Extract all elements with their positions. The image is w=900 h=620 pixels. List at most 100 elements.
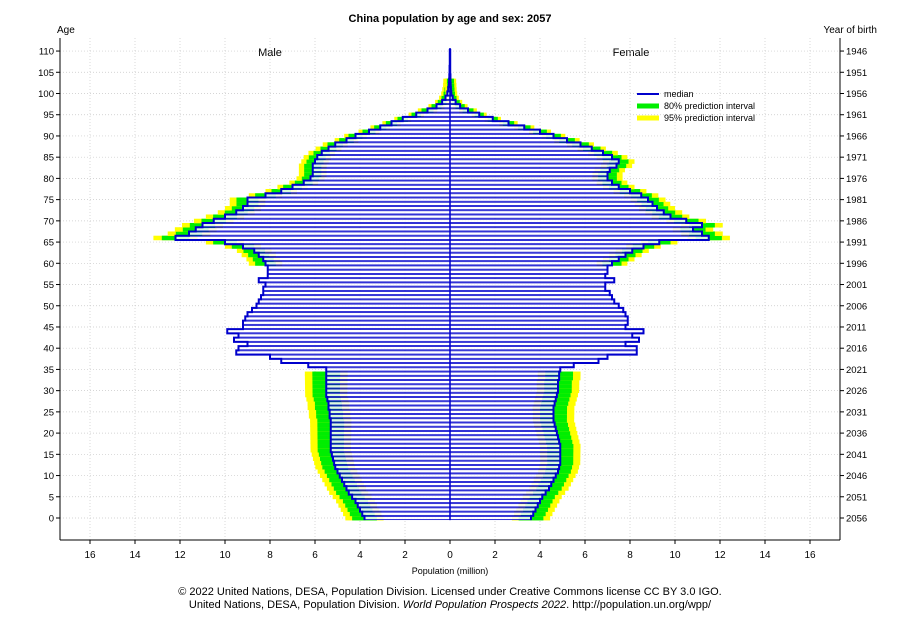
male-median-bar — [325, 367, 451, 372]
male-median-bar — [262, 257, 451, 262]
birth-year-tick-label: 1951 — [846, 68, 867, 79]
male-median-bar — [233, 337, 451, 342]
male-median-bar — [269, 354, 451, 359]
female-median-bar — [449, 133, 554, 138]
x-tick-label: 2 — [402, 550, 408, 561]
female-median-bar — [449, 316, 629, 321]
male-median-bar — [346, 138, 451, 143]
male-median-bar — [330, 435, 451, 440]
age-axis-label: Age — [57, 25, 75, 36]
age-tick-label: 30 — [43, 386, 54, 397]
x-tick-label: 16 — [804, 550, 816, 561]
female-median-bar — [449, 257, 620, 262]
male-median-bar — [256, 303, 451, 308]
female-median-bar — [449, 448, 561, 453]
male-median-bar — [292, 184, 451, 189]
x-tick-label: 10 — [219, 550, 231, 561]
age-tick-label: 35 — [43, 365, 54, 376]
male-median-bar — [330, 431, 451, 436]
female-median-bar — [449, 180, 613, 185]
x-tick-label: 8 — [267, 550, 273, 561]
female-median-bar — [449, 150, 604, 155]
male-median-bar — [244, 316, 451, 321]
birth-year-tick-label: 2026 — [846, 386, 867, 397]
male-median-bar — [330, 448, 451, 453]
male-median-bar — [267, 265, 451, 270]
male-median-bar — [332, 456, 451, 461]
male-median-bar — [242, 324, 451, 329]
x-tick-label: 6 — [312, 550, 318, 561]
x-tick-label: 8 — [627, 550, 633, 561]
male-median-bar — [361, 511, 451, 516]
male-median-bar — [330, 443, 451, 448]
male-median-bar — [355, 498, 451, 504]
birth-year-tick-label: 2046 — [846, 471, 867, 482]
female-median-bar — [449, 252, 626, 257]
male-median-bar — [339, 473, 451, 478]
male-median-bar — [247, 201, 451, 206]
male-median-bar — [326, 397, 451, 402]
median-bar-layer — [174, 48, 710, 521]
birth-year-tick-label: 1996 — [846, 259, 867, 270]
birth-year-tick-label: 2036 — [846, 429, 867, 440]
male-median-bar — [242, 320, 451, 325]
male-median-bar — [260, 295, 451, 300]
female-median-bar — [449, 231, 703, 236]
female-median-bar — [449, 460, 561, 465]
male-median-bar — [195, 227, 451, 232]
female-median-bar — [449, 422, 556, 427]
female-median-bar — [449, 337, 640, 342]
male-median-bar — [265, 261, 451, 266]
male-median-bar — [359, 507, 451, 512]
x-tick-label: 4 — [357, 550, 363, 561]
male-median-bar — [331, 452, 451, 457]
male-median-bar — [213, 218, 451, 223]
male-median-bar — [328, 401, 451, 406]
female-median-bar — [449, 286, 606, 291]
female-median-bar — [449, 486, 550, 491]
birth-year-tick-label: 1961 — [846, 110, 867, 121]
birth-year-tick-label: 2006 — [846, 301, 867, 312]
credit-source: United Nations, DESA, Population Divisio… — [188, 599, 403, 611]
female-median-bar — [449, 494, 543, 499]
male-median-bar — [238, 333, 451, 338]
male-median-bar — [329, 414, 451, 419]
birth-year-tick-label: 2011 — [846, 322, 866, 333]
female-median-bar — [449, 210, 665, 215]
female-median-bar — [449, 159, 620, 164]
male-median-bar — [224, 214, 451, 219]
female-median-bar — [449, 167, 611, 172]
birth-year-tick-label: 1991 — [846, 238, 867, 249]
legend: median 80% prediction interval 95% predi… — [637, 89, 755, 123]
male-median-bar — [265, 282, 451, 287]
female-median-bar — [449, 435, 559, 440]
female-median-bar — [449, 482, 552, 487]
male-median-bar — [280, 189, 451, 194]
age-tick-label: 85 — [43, 153, 54, 164]
x-tick-label: 10 — [669, 550, 681, 561]
male-median-bar — [226, 329, 451, 334]
female-median-bar — [449, 295, 613, 300]
female-median-bar — [449, 490, 547, 495]
legend-median-label: median — [664, 89, 694, 99]
female-median-bar — [449, 371, 560, 376]
male-median-bar — [325, 375, 451, 380]
female-median-bar — [449, 380, 559, 385]
female-median-bar — [449, 346, 638, 351]
age-tick-label: 75 — [43, 195, 54, 206]
female-median-bar — [449, 452, 561, 457]
age-tick-label: 20 — [43, 429, 54, 440]
birth-year-tick-label: 2021 — [846, 365, 867, 376]
female-median-bar — [449, 320, 629, 325]
male-median-bar — [348, 490, 451, 495]
female-median-bar — [449, 465, 560, 470]
male-median-bar — [267, 274, 451, 279]
male-median-bar — [312, 172, 451, 177]
male-median-bar — [321, 150, 451, 155]
male-median-bar — [328, 146, 451, 151]
female-median-bar — [449, 142, 581, 147]
age-tick-label: 10 — [43, 471, 54, 482]
birth-year-tick-label: 1946 — [846, 47, 867, 58]
male-median-bar — [343, 482, 451, 487]
